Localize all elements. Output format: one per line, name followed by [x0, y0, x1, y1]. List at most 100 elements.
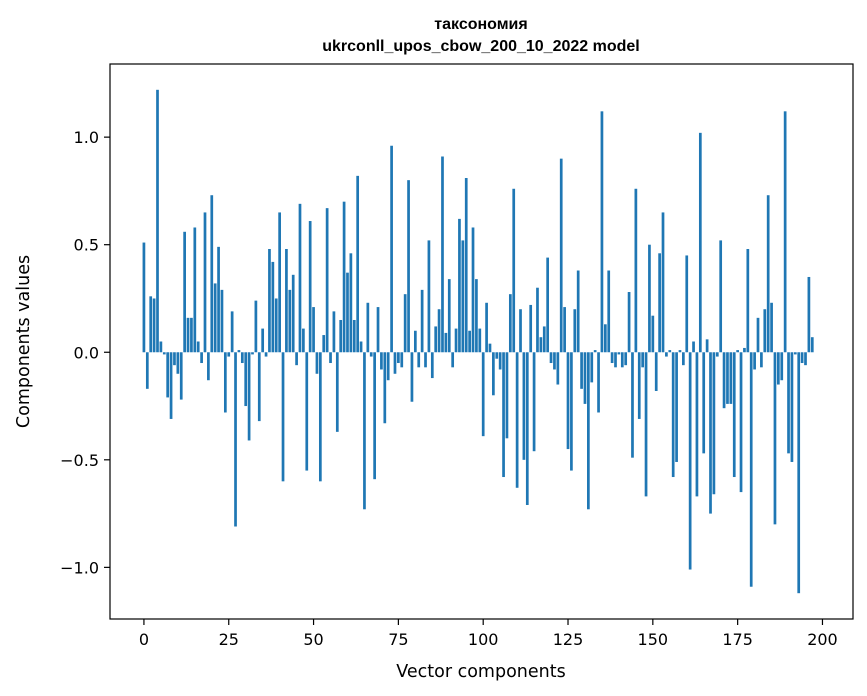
- bar: [692, 341, 695, 353]
- bar: [532, 352, 536, 452]
- bar: [512, 188, 516, 353]
- bar: [668, 350, 672, 353]
- bar: [271, 261, 275, 353]
- bar: [369, 352, 373, 357]
- bar: [162, 352, 166, 355]
- bar: [237, 350, 241, 353]
- bar: [783, 111, 787, 353]
- bar: [624, 352, 628, 366]
- x-tick-label: 100: [468, 630, 499, 649]
- bar: [227, 352, 231, 357]
- bar: [590, 352, 594, 383]
- bar: [420, 289, 424, 353]
- bar: [522, 352, 526, 460]
- bar: [573, 309, 577, 353]
- bar: [383, 352, 387, 424]
- bar: [424, 352, 427, 368]
- bar: [207, 352, 210, 381]
- bar: [800, 352, 804, 364]
- bar: [475, 279, 478, 353]
- bar: [712, 352, 716, 495]
- bar: [244, 352, 248, 407]
- bar: [637, 352, 641, 419]
- bar: [743, 347, 746, 353]
- bar: [698, 132, 702, 353]
- bar: [149, 296, 153, 353]
- chart-title: таксономия: [434, 16, 527, 33]
- bar: [498, 352, 502, 370]
- bar: [240, 352, 244, 364]
- bar: [223, 352, 227, 413]
- bar: [566, 352, 570, 450]
- bar: [156, 89, 159, 353]
- bar: [705, 339, 709, 353]
- bar: [746, 249, 750, 353]
- bar: [505, 352, 509, 439]
- bar: [193, 227, 197, 353]
- bar: [142, 242, 146, 353]
- bar: [173, 352, 176, 366]
- bar: [380, 352, 383, 370]
- bar: [587, 352, 590, 510]
- bar: [580, 352, 583, 389]
- bar: [332, 311, 336, 353]
- bar: [186, 317, 190, 353]
- bar: [464, 178, 468, 353]
- bar: [346, 272, 349, 353]
- bar: [335, 352, 339, 432]
- bar: [688, 352, 692, 570]
- bar: [210, 195, 214, 353]
- bar: [502, 352, 505, 478]
- bar: [413, 330, 417, 353]
- bar: [230, 311, 234, 353]
- bar: [342, 201, 346, 353]
- bar: [732, 352, 736, 478]
- bar: [600, 111, 604, 353]
- bar: [295, 352, 298, 366]
- bar: [417, 352, 421, 368]
- x-tick-label: 50: [303, 630, 323, 649]
- bar: [478, 328, 482, 353]
- bar: [736, 350, 739, 353]
- bar: [376, 307, 380, 353]
- x-axis-ticks: 0 25 50 75 100 125 150 175 200: [139, 619, 838, 649]
- bar: [159, 341, 163, 353]
- x-tick-label: 200: [807, 630, 838, 649]
- bar: [410, 352, 414, 402]
- bar: [285, 249, 288, 353]
- bar: [807, 276, 811, 353]
- bar: [220, 289, 224, 353]
- x-tick-label: 0: [139, 630, 149, 649]
- bar: [753, 352, 756, 370]
- x-tick-label: 175: [722, 630, 753, 649]
- bar: [291, 274, 295, 353]
- y-tick-label: 0.0: [74, 343, 99, 362]
- bar: [671, 352, 675, 478]
- bar: [268, 249, 271, 353]
- bar: [529, 304, 533, 353]
- bar: [760, 352, 763, 368]
- bar: [593, 350, 597, 353]
- bar: [729, 352, 733, 404]
- bars-group: [142, 89, 814, 594]
- bar: [797, 352, 801, 594]
- bar: [152, 298, 156, 353]
- bar: [298, 203, 302, 353]
- bar: [166, 352, 170, 398]
- bar: [603, 324, 607, 353]
- bar: [641, 352, 645, 368]
- bar: [278, 212, 281, 353]
- bar: [373, 352, 376, 480]
- bar: [386, 352, 390, 381]
- y-tick-label: 1.0: [74, 128, 99, 147]
- bar: [549, 352, 553, 364]
- bar: [305, 352, 309, 471]
- bar: [570, 352, 573, 471]
- bar: [715, 352, 719, 357]
- bar: [363, 352, 366, 510]
- bar: [787, 352, 790, 454]
- bar: [393, 352, 397, 374]
- bar: [576, 270, 580, 353]
